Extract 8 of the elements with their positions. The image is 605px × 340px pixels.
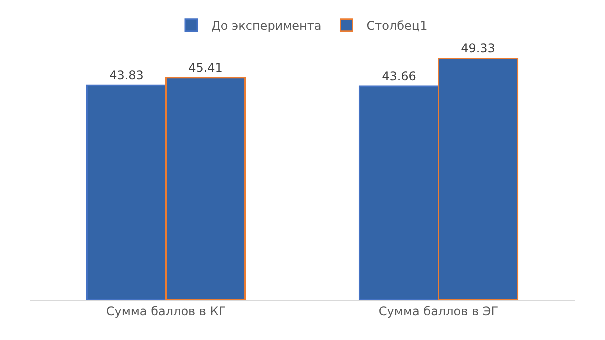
data-label: 43.66 (382, 69, 416, 84)
data-label: 45.41 (188, 60, 223, 75)
x-tick-label: Сумма баллов в КГ (106, 304, 226, 318)
legend-label: До эксперимента (212, 19, 322, 34)
x-tick-label: Сумма баллов в ЭГ (378, 304, 499, 318)
legend-label: Столбец1 (366, 19, 428, 34)
data-label: 43.83 (110, 68, 144, 83)
data-label: 49.33 (461, 42, 496, 56)
